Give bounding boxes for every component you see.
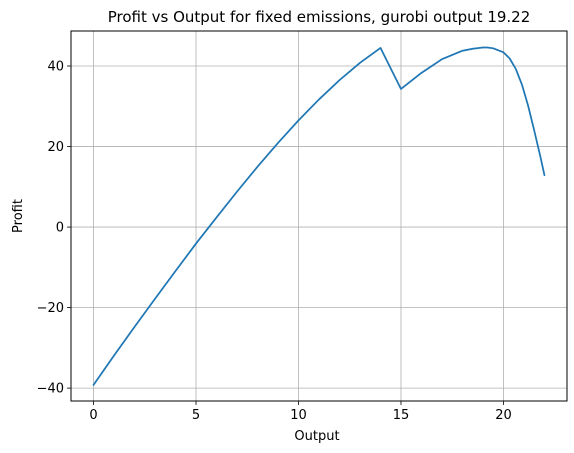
y-axis-title: Profit bbox=[11, 199, 26, 233]
ticks: 0 5 10 15 20 −40 −20 0 20 40 bbox=[37, 60, 512, 423]
profit-series-line bbox=[92, 46, 546, 386]
y-tick-label: −40 bbox=[37, 382, 64, 397]
chart-title: Profit vs Output for fixed emissions, gu… bbox=[108, 8, 531, 26]
y-tick-label: 0 bbox=[56, 221, 64, 236]
x-tick-label: 10 bbox=[290, 408, 307, 423]
x-tick-label: 15 bbox=[393, 408, 410, 423]
grid-lines bbox=[71, 31, 567, 401]
x-tick-label: 5 bbox=[192, 408, 200, 423]
x-axis-title: Output bbox=[294, 429, 339, 444]
x-tick-label: 20 bbox=[495, 408, 512, 423]
x-tick-label: 0 bbox=[89, 408, 97, 423]
series-layer bbox=[92, 46, 546, 386]
y-tick-label: 40 bbox=[47, 60, 64, 75]
y-tick-label: −20 bbox=[37, 301, 64, 316]
y-tick-label: 20 bbox=[47, 140, 64, 155]
plot-area-background bbox=[71, 31, 567, 401]
plot-frame bbox=[70, 30, 568, 402]
